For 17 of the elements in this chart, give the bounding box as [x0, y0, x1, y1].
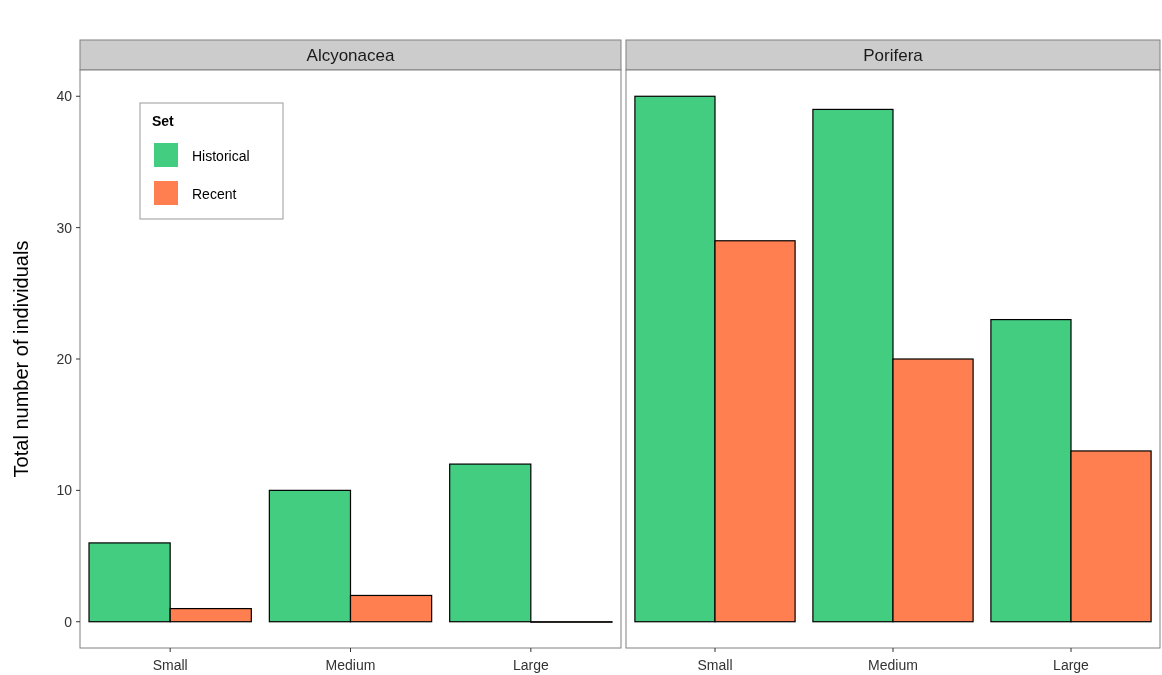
- chart-title: Porifera: [863, 46, 924, 65]
- legend-title: Set: [152, 113, 175, 129]
- x-tick-label: Large: [1053, 657, 1090, 673]
- y-tick-label: 20: [56, 351, 73, 367]
- x-tick-label: Small: [697, 657, 733, 673]
- x-tick-label: Medium: [868, 657, 918, 673]
- x-tick-label: Medium: [325, 657, 376, 673]
- legend-label: Recent: [192, 186, 237, 202]
- chart-title: Alcyonacea: [306, 46, 395, 65]
- x-tick-label: Large: [512, 657, 549, 673]
- y-tick-label: 0: [64, 613, 73, 630]
- y-tick-label: 40: [56, 88, 73, 105]
- y-tick-label: 30: [56, 219, 73, 236]
- y-tick-label: 10: [56, 482, 73, 499]
- legend-label: Historical: [192, 148, 250, 164]
- y-axis-title: Total number of individuals: [10, 240, 32, 478]
- x-tick-label: Small: [152, 657, 188, 673]
